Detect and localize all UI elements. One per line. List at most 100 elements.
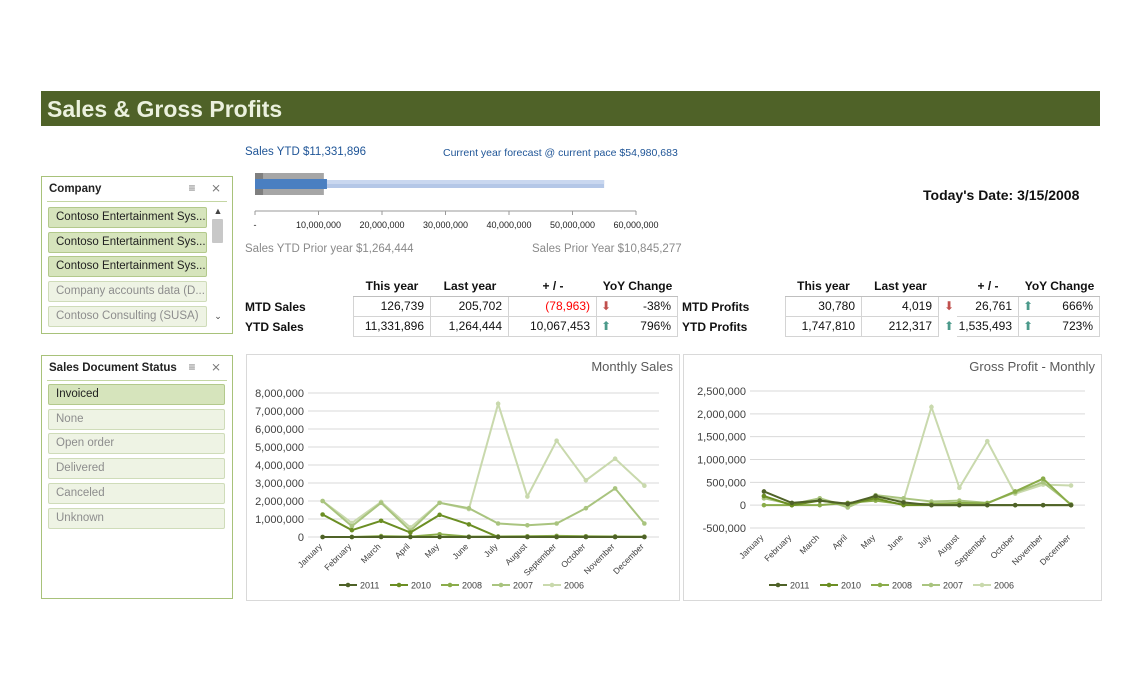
kpi-row-label: YTD Sales bbox=[245, 320, 304, 334]
kpi-cell-this-year: 126,739 bbox=[353, 297, 431, 317]
data-point bbox=[1040, 502, 1046, 508]
legend-label: 2010 bbox=[841, 581, 861, 591]
clear-filter-icon[interactable]: ⨯ bbox=[210, 181, 222, 195]
slicer-item[interactable]: Contoso Entertainment Sys... bbox=[48, 207, 207, 228]
kpi-cell-last-year: 212,317 ⬆ bbox=[862, 317, 954, 337]
legend-label: 2008 bbox=[892, 581, 912, 591]
kpi-value: 723% bbox=[1062, 319, 1093, 333]
data-point bbox=[789, 500, 795, 506]
trend-up-icon: ⬆ bbox=[1023, 319, 1034, 333]
data-point bbox=[845, 505, 851, 510]
kpi-value: 1,264,444 bbox=[448, 319, 502, 333]
data-point bbox=[642, 483, 647, 488]
kpi-value: 1,747,810 bbox=[801, 319, 855, 333]
bullet-tick-label: 30,000,000 bbox=[423, 220, 468, 230]
kpi-value: 796% bbox=[640, 319, 671, 333]
legend-label: 2006 bbox=[994, 581, 1014, 591]
kpi-value: 205,702 bbox=[458, 299, 502, 313]
y-tick-label: 2,000,000 bbox=[255, 496, 304, 508]
kpi-header: This year bbox=[797, 279, 850, 293]
scroll-up-icon[interactable]: ▲ bbox=[213, 206, 223, 216]
multi-select-icon[interactable]: ≡ bbox=[188, 181, 196, 195]
slicer-item[interactable]: Open order bbox=[48, 433, 225, 455]
x-tick-label: May bbox=[423, 541, 442, 560]
kpi-value: 4,019 bbox=[901, 299, 932, 313]
slicer-item[interactable]: Canceled bbox=[48, 482, 225, 504]
kpi-cell-diff: 1,535,493 bbox=[957, 317, 1019, 337]
kpi-cell-this-year: 30,780 bbox=[785, 297, 862, 317]
monthly-sales-svg: Monthly Sales 8,000,000 7,000,000 6,000,000… bbox=[255, 359, 673, 591]
company-slicer: Company ≡ ⨯ Contoso Entertainment Sys...… bbox=[41, 176, 233, 334]
data-point bbox=[320, 512, 325, 517]
y-tick-label: 5,000,000 bbox=[255, 442, 304, 454]
y-tick-label: -500,000 bbox=[703, 523, 746, 535]
legend-label: 2010 bbox=[411, 581, 431, 591]
bullet-tick-label: - bbox=[254, 220, 257, 230]
y-tick-label: 2,500,000 bbox=[697, 386, 746, 398]
slicer-item[interactable]: Invoiced bbox=[48, 384, 225, 405]
kpi-value: 126,739 bbox=[380, 299, 424, 313]
x-tick-label: March bbox=[359, 541, 383, 565]
kpi-value: 1,535,493 bbox=[958, 319, 1012, 333]
x-tick-label: February bbox=[322, 541, 354, 573]
prior-ytd-label: Sales YTD Prior year $1,264,444 bbox=[245, 243, 414, 255]
legend-marker bbox=[775, 582, 781, 588]
data-point bbox=[408, 530, 413, 535]
kpi-header: + / - bbox=[542, 279, 564, 293]
legend-marker bbox=[928, 582, 934, 588]
y-tick-label: 1,000,000 bbox=[697, 455, 746, 467]
data-point bbox=[320, 498, 325, 504]
multi-select-icon[interactable]: ≡ bbox=[188, 360, 196, 374]
kpi-header-rule bbox=[353, 296, 678, 297]
gross-profit-chart: Gross Profit - Monthly 2,500,000 2,000,000… bbox=[683, 354, 1102, 601]
sales-ytd-label: Sales YTD $11,331,896 bbox=[245, 146, 367, 158]
bullet-chart: - 10,000,000 20,000,000 30,000,000 40,000,00… bbox=[254, 173, 659, 230]
slicer-item[interactable]: Unknown bbox=[48, 507, 225, 529]
data-point bbox=[378, 518, 384, 524]
legend-label: 2007 bbox=[943, 581, 963, 591]
scrollbar-thumb[interactable] bbox=[212, 219, 223, 243]
series-line-2006 bbox=[322, 400, 646, 529]
kpi-value: -38% bbox=[642, 299, 671, 313]
series-line-2011 bbox=[763, 490, 1072, 507]
y-tick-label: 3,000,000 bbox=[255, 478, 304, 490]
kpi-cell-last-year: 205,702 bbox=[431, 297, 509, 317]
x-tick-label: December bbox=[611, 541, 646, 576]
kpi-cell-last-year: 4,019 ⬇ bbox=[862, 297, 954, 317]
data-point bbox=[1040, 480, 1046, 485]
scroll-down-icon[interactable]: ⌄ bbox=[214, 311, 222, 321]
chart-title: Monthly Sales bbox=[591, 359, 673, 374]
kpi-header-rule bbox=[785, 296, 1100, 297]
data-point bbox=[437, 512, 442, 518]
data-point bbox=[761, 502, 767, 508]
bullet-tick-label: 60,000,000 bbox=[613, 220, 658, 230]
legend-marker bbox=[826, 582, 832, 588]
x-tick-label: April bbox=[393, 541, 412, 560]
slicer-item[interactable]: Delivered bbox=[48, 458, 225, 480]
forecast-label: Current year forecast @ current pace $54… bbox=[443, 147, 678, 159]
data-point bbox=[378, 534, 384, 540]
x-tick-label: March bbox=[797, 532, 821, 556]
monthly-sales-chart: Monthly Sales 8,000,000 7,000,000 6,000,000… bbox=[246, 354, 680, 601]
slicer-item[interactable]: Contoso Consulting (SUSA) bbox=[48, 305, 207, 327]
x-tick-label: August bbox=[503, 541, 529, 567]
data-point bbox=[929, 502, 934, 508]
clear-filter-icon[interactable]: ⨯ bbox=[210, 360, 222, 374]
slicer-item[interactable]: Contoso Entertainment Sys... bbox=[48, 256, 207, 278]
kpi-value: 10,067,453 bbox=[529, 319, 590, 333]
data-point bbox=[612, 534, 618, 540]
kpi-value: 11,331,896 bbox=[364, 319, 424, 333]
y-tick-label: 0 bbox=[740, 500, 746, 512]
slicer-item[interactable]: Contoso Entertainment Sys... bbox=[48, 231, 207, 253]
slicer-item[interactable]: Company accounts data (D... bbox=[48, 281, 207, 303]
data-point bbox=[1068, 483, 1074, 488]
data-point bbox=[466, 534, 472, 540]
data-point bbox=[929, 404, 934, 410]
kpi-header: YoY Change bbox=[602, 279, 673, 293]
slicer-item[interactable]: None bbox=[48, 408, 225, 430]
data-point bbox=[378, 500, 384, 506]
data-point bbox=[957, 485, 962, 491]
x-tick-label: November bbox=[582, 541, 617, 576]
data-point bbox=[1012, 502, 1018, 508]
kpi-header: Last year bbox=[874, 279, 927, 293]
